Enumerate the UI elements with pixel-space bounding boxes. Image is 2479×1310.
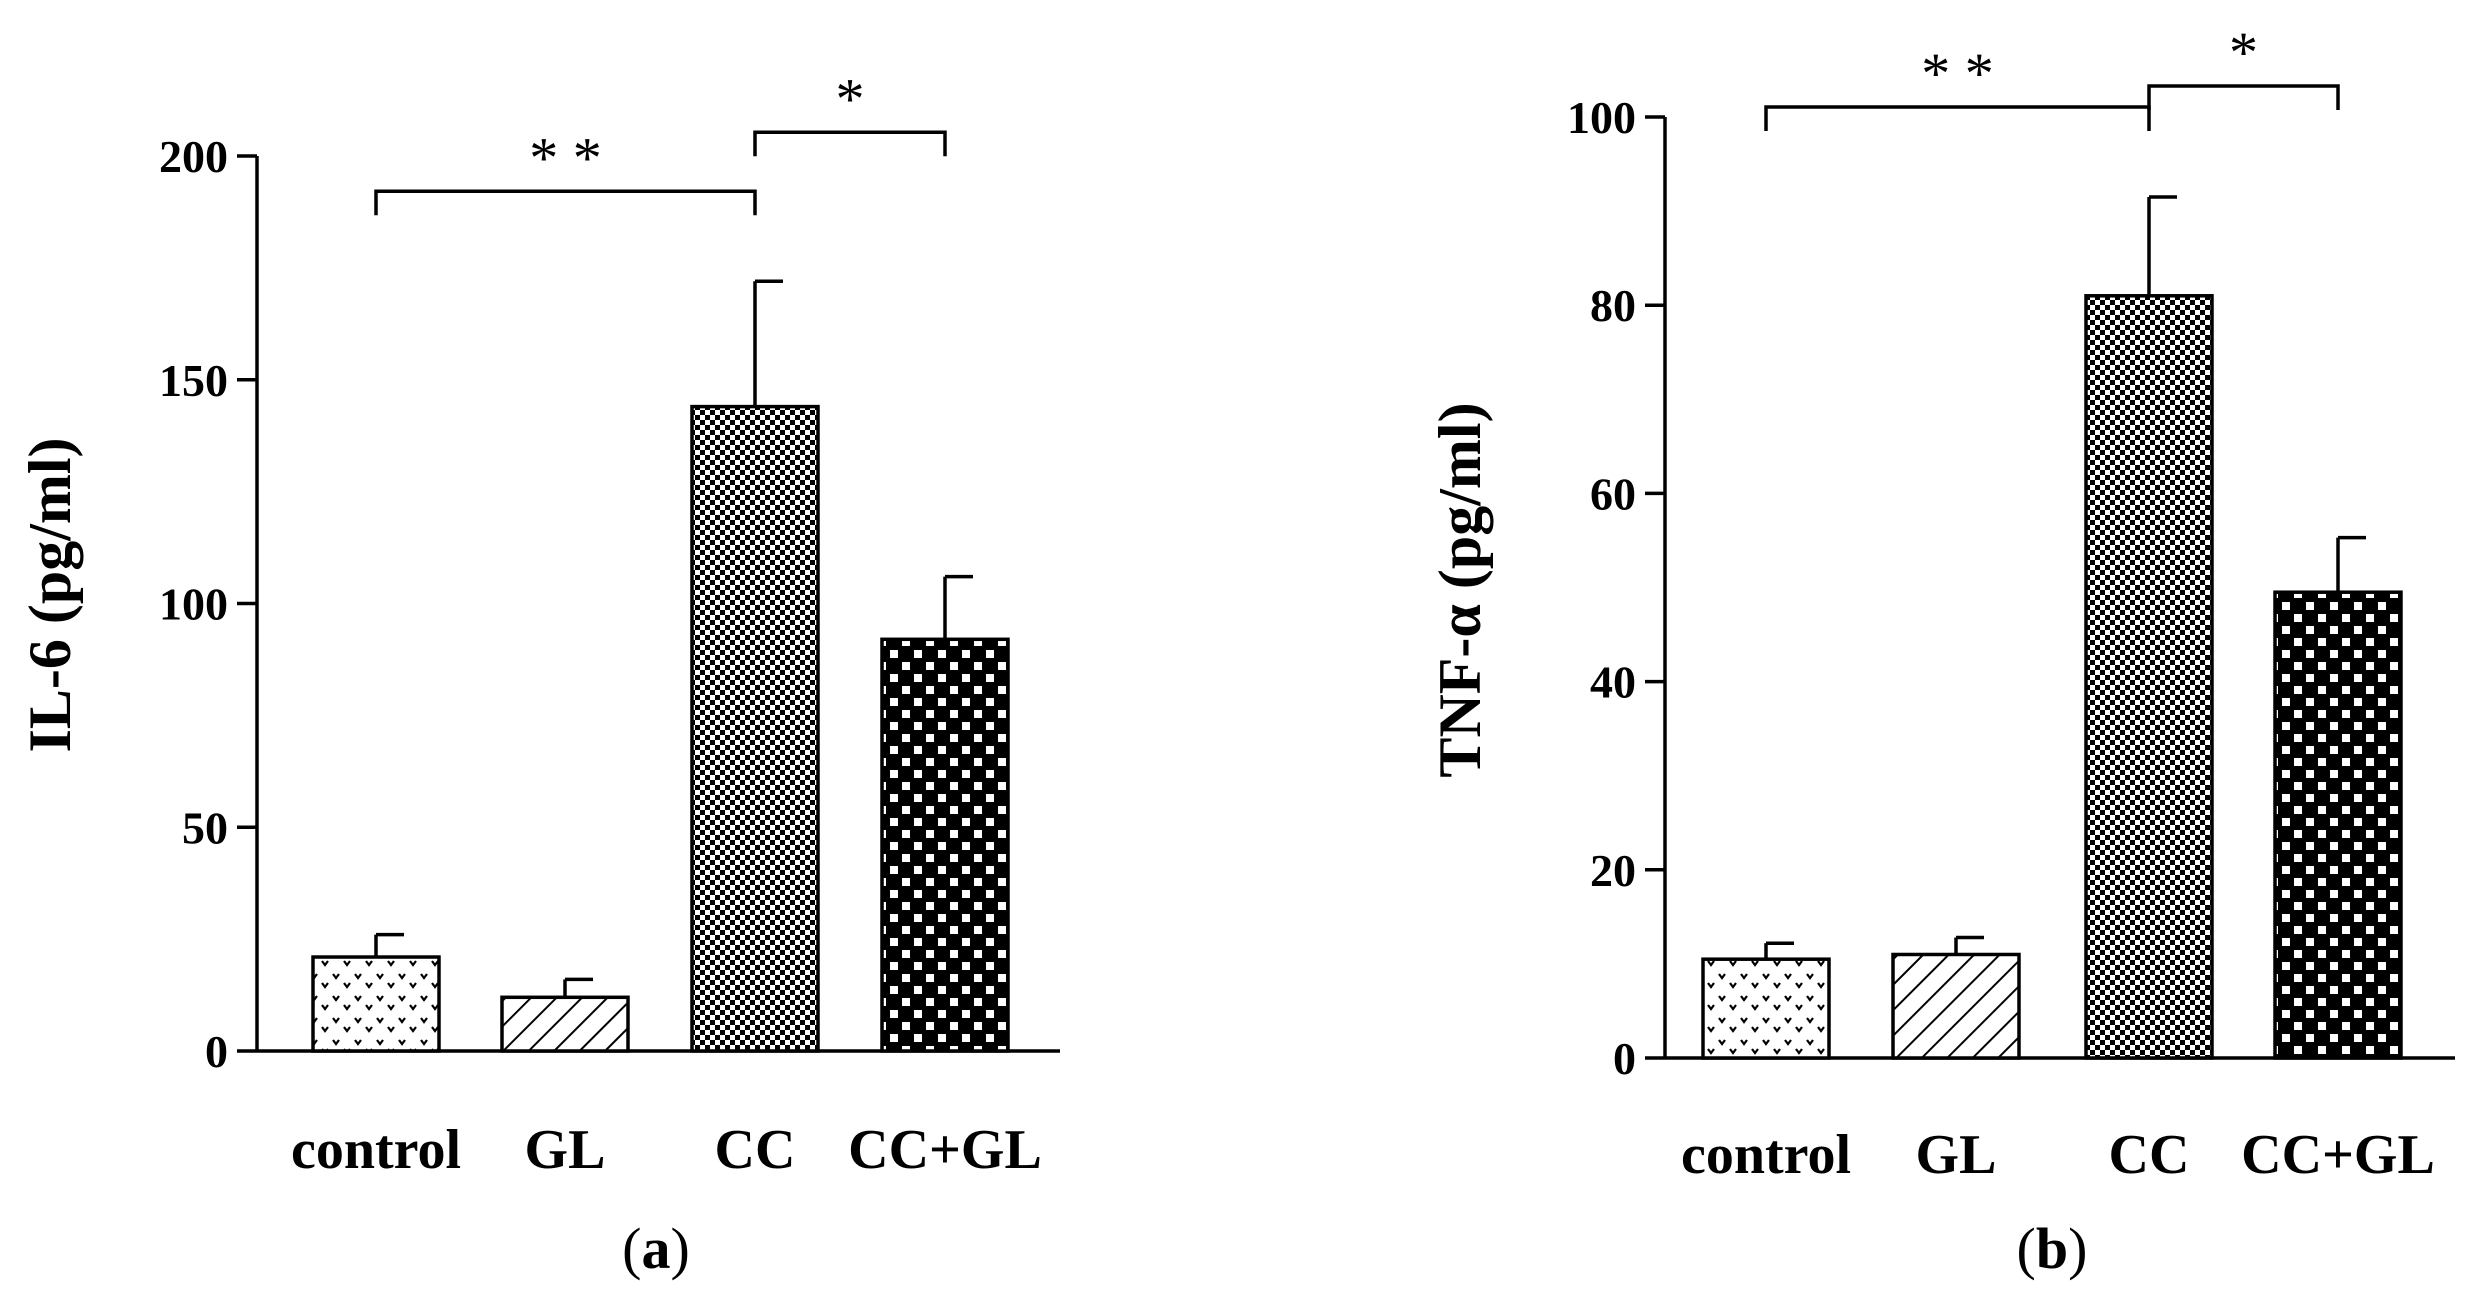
panel-b-significance-bracket	[1764, 105, 2151, 131]
panel-b-y-tick-label: 80	[1590, 280, 1636, 331]
panel-b-y-tick-label: 40	[1590, 657, 1636, 708]
panel-b-y-tick-label: 100	[1567, 92, 1636, 143]
panel-b-label: (b)	[2017, 1216, 2088, 1281]
panel-b-category-label: CC	[2109, 1124, 2190, 1186]
panel-a-significance-bracket	[753, 130, 947, 157]
panel-a-il6-chart: IL-6 (pg/ml) (a) 0 50 100 150 200 control GL CC…	[17, 66, 1060, 1281]
panel-b-significance-stars: * *	[1921, 41, 1994, 106]
panel-a-label: (a)	[622, 1216, 690, 1281]
panel-b-y-tick-label: 20	[1590, 845, 1636, 896]
panel-a-y-axis-label: IL-6 (pg/ml)	[17, 438, 83, 753]
panel-a-significance-stars: * *	[529, 125, 602, 190]
panel-b-significance-bracket	[2147, 84, 2340, 110]
panel-b-tnf-alpha-chart: TNF-α (pg/ml) (b) 0 20 40 60 80 100 control GL C…	[1427, 20, 2455, 1281]
panel-a-category-label: CC+GL	[848, 1119, 1042, 1181]
panel-a-letter: a	[642, 1216, 671, 1281]
panel-a-y-tick-label: 100	[159, 579, 228, 630]
panel-a-category-label: control	[291, 1119, 461, 1181]
panel-b-bar-cc-gl	[2273, 590, 2403, 1060]
panel-b-category-label: control	[1681, 1124, 1851, 1186]
panel-b-y-axis-label: TNF-α (pg/ml)	[1427, 402, 1493, 777]
panel-a-bar-cc	[690, 404, 820, 1053]
panel-a-y-tick-label: 150	[159, 355, 228, 406]
panel-b-bar-gl	[1891, 952, 2021, 1060]
panel-b-y-tick-label: 0	[1613, 1033, 1636, 1084]
panel-b-letter: b	[2036, 1216, 2068, 1281]
panel-a-y-tick-label: 50	[182, 802, 228, 853]
panel-a-bar-cc-gl	[880, 637, 1010, 1053]
panel-b-bar-control	[1701, 957, 1831, 1060]
panel-a-category-label: GL	[525, 1119, 606, 1181]
panel-a-bar-control	[311, 955, 441, 1053]
panel-b-significance-stars: *	[2229, 20, 2258, 85]
panel-a-significance-stars: *	[836, 66, 865, 131]
panel-b-category-label: CC+GL	[2241, 1124, 2435, 1186]
panel-a-y-tick-label: 0	[205, 1026, 228, 1077]
panel-b-category-label: GL	[1916, 1124, 1997, 1186]
panel-a-significance-bracket	[374, 189, 757, 216]
panel-a-bar-gl	[500, 995, 630, 1053]
panel-a-category-label: CC	[715, 1119, 796, 1181]
panel-b-bar-cc	[2084, 294, 2214, 1060]
panel-b-y-tick-label: 60	[1590, 468, 1636, 519]
panel-a-y-tick-label: 200	[159, 131, 228, 182]
